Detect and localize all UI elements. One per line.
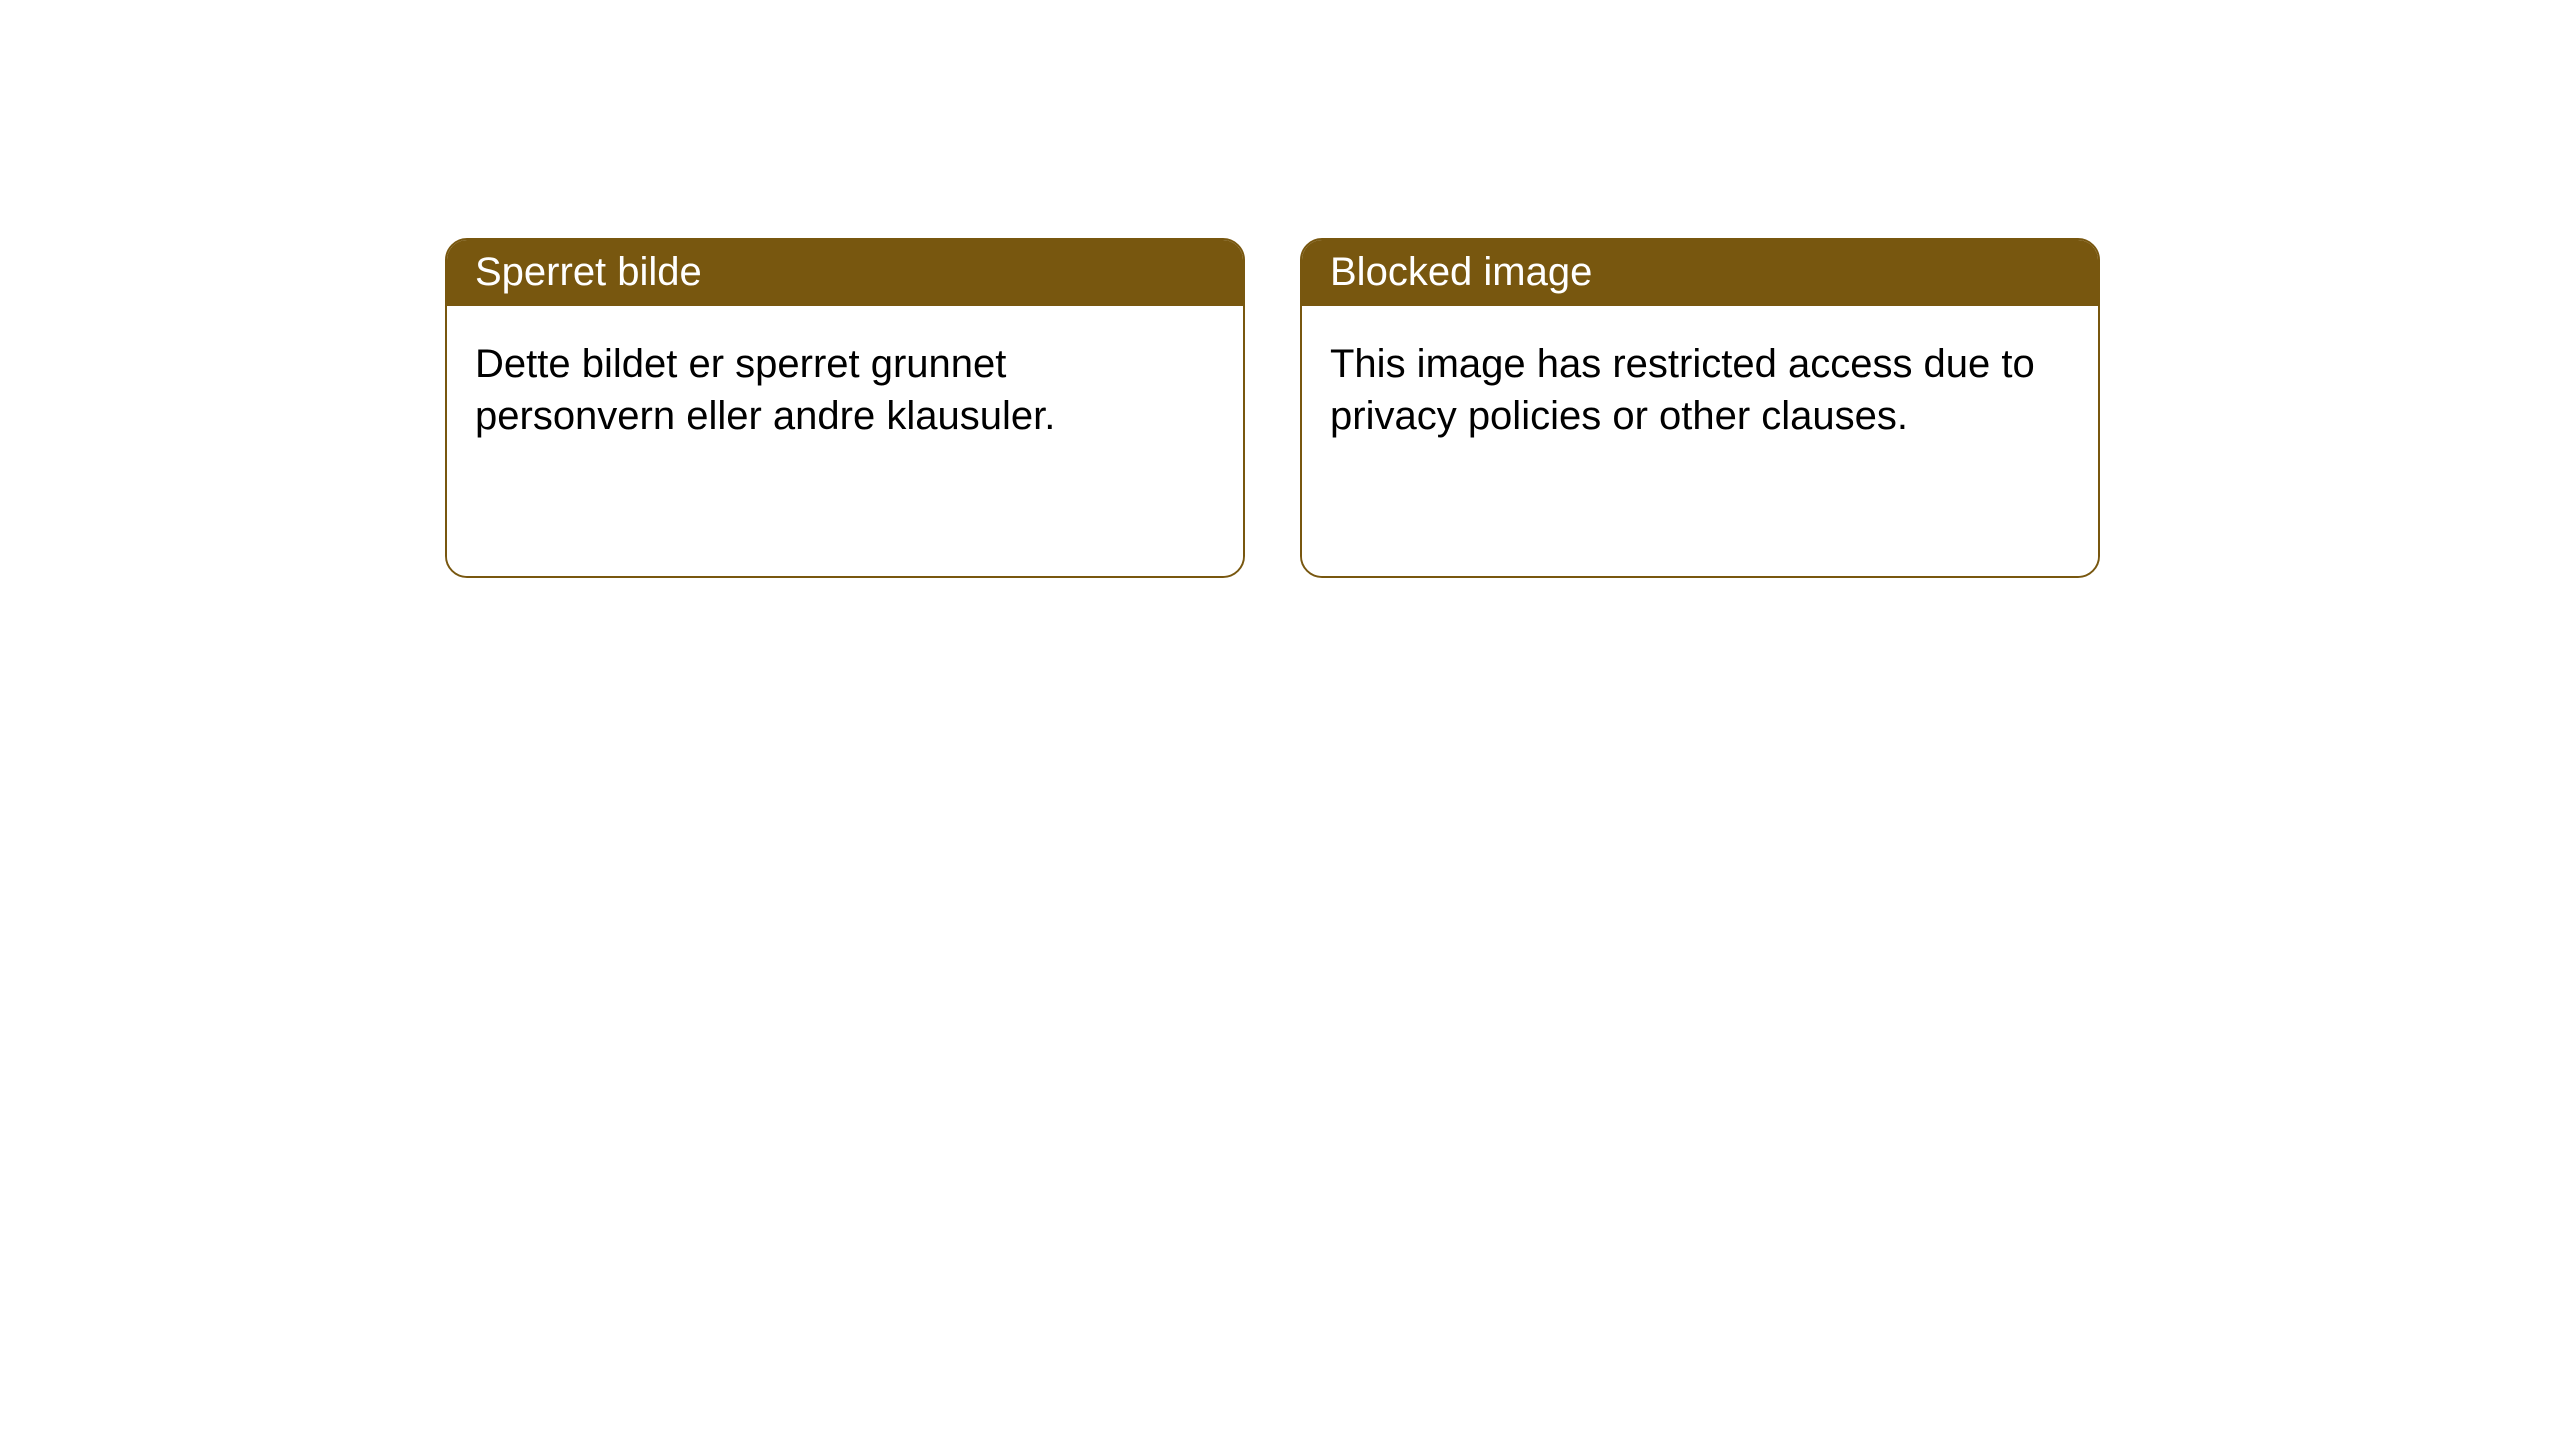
card-title-english: Blocked image — [1330, 250, 1592, 294]
card-body-norwegian: Dette bildet er sperret grunnet personve… — [447, 306, 1243, 576]
notice-container: Sperret bilde Dette bildet er sperret gr… — [0, 0, 2560, 578]
card-body-text-english: This image has restricted access due to … — [1330, 342, 2035, 438]
card-body-text-norwegian: Dette bildet er sperret grunnet personve… — [475, 342, 1055, 438]
card-header-english: Blocked image — [1302, 240, 2098, 306]
card-header-norwegian: Sperret bilde — [447, 240, 1243, 306]
card-title-norwegian: Sperret bilde — [475, 250, 702, 294]
card-body-english: This image has restricted access due to … — [1302, 306, 2098, 576]
notice-card-english: Blocked image This image has restricted … — [1300, 238, 2100, 578]
notice-card-norwegian: Sperret bilde Dette bildet er sperret gr… — [445, 238, 1245, 578]
